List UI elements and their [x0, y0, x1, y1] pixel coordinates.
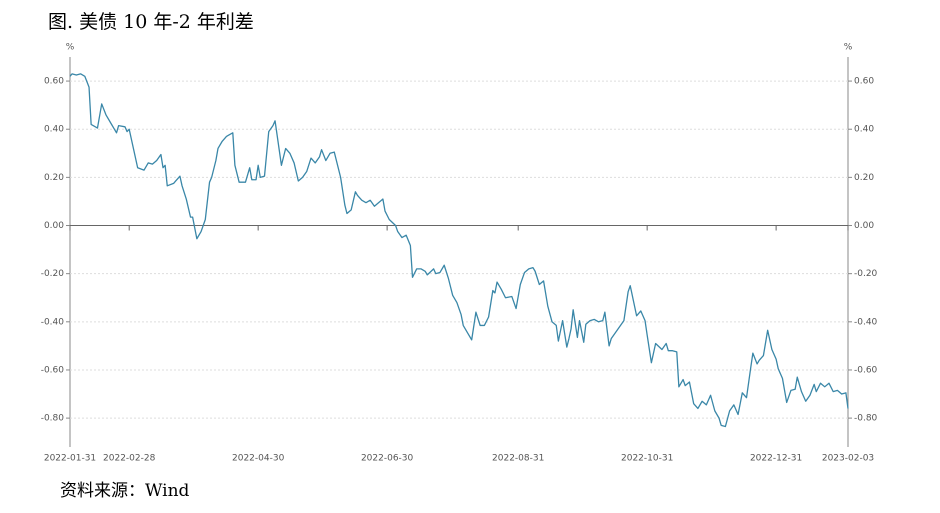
y-tick-label: -0.80 [41, 414, 65, 424]
y2-tick-label: 0.00 [854, 221, 874, 231]
y2-unit: % [844, 43, 853, 53]
y-tick-label: 0.20 [44, 173, 64, 183]
y-tick-label: -0.60 [41, 365, 65, 375]
y-tick-label: -0.20 [41, 269, 65, 279]
y2-tick-label: -0.20 [854, 269, 878, 279]
chart-title: 图. 美债 10 年-2 年利差 [48, 11, 254, 33]
y-tick-label: -0.40 [41, 317, 65, 327]
y2-tick-label: 0.60 [854, 77, 874, 87]
x-tick-label: 2022-10-31 [621, 454, 673, 464]
y2-tick-label: -0.60 [854, 365, 878, 375]
x-tick-label: 2022-04-30 [232, 454, 285, 464]
y2-tick-label: 0.40 [854, 125, 874, 135]
source-note: 资料来源：Wind [60, 481, 190, 501]
y2-tick-label: -0.40 [854, 317, 878, 327]
y2-tick-label: -0.80 [854, 414, 878, 424]
spread-line [69, 73, 849, 428]
x-tick-label: 2022-06-30 [361, 454, 414, 464]
x-tick-label: 2022-08-31 [492, 454, 544, 464]
x-tick-label: 2022-12-31 [750, 454, 802, 464]
y-tick-label: 0.60 [44, 77, 64, 87]
x-tick-label: 2022-02-28 [103, 454, 156, 464]
y-unit: % [66, 43, 75, 53]
x-tick-label: 2023-02-03 [822, 454, 874, 464]
y-tick-label: 0.40 [44, 125, 64, 135]
y-tick-label: 0.00 [44, 221, 64, 231]
y2-tick-label: 0.20 [854, 173, 874, 183]
x-tick-label: 2022-01-31 [44, 454, 96, 464]
